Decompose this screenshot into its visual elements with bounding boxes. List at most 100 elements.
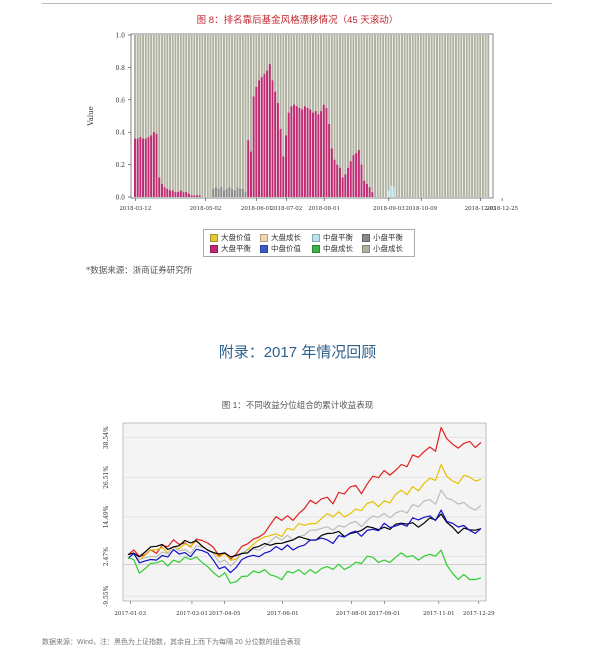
bar-2-base (139, 35, 142, 197)
bar-41-小盘平衡 (244, 192, 247, 197)
bar-33-base (223, 35, 225, 197)
bar-13-base (169, 35, 172, 197)
legend-item: 小盘成长 (362, 243, 403, 254)
legend-item: 大盘价值 (210, 232, 251, 243)
bar-20-大盘平衡 (187, 193, 190, 197)
bar-26-base (204, 35, 207, 197)
bar-24-base (198, 35, 201, 197)
legend-swatch (362, 245, 370, 253)
bar-114-base (441, 35, 444, 197)
bar-1-大盘平衡 (136, 138, 139, 197)
figure-8-title: 图 8：排名靠后基金风格漂移情况（45 天滚动） (196, 15, 399, 26)
bar-41-base (244, 35, 247, 197)
bar-54-base (279, 35, 282, 197)
x-tick-label: 2018-12-03 (465, 206, 497, 212)
bar-5-大盘平衡 (147, 137, 150, 197)
bar-95-中盘平衡 (390, 185, 393, 197)
bar-53-大盘平衡 (276, 103, 279, 197)
bar-94-中盘平衡 (387, 190, 390, 197)
bar-94-base (387, 35, 390, 197)
bar-16-base (177, 35, 180, 197)
bar-7-大盘平衡 (152, 132, 155, 197)
legend-swatch (312, 245, 320, 253)
bar-73-大盘平衡 (330, 148, 333, 197)
cumulative-return-chart: 38.54% 26.51% 14.49% 2.47% -9.55% 2017-01-03 2… (103, 422, 495, 617)
bar-6-大盘平衡 (150, 135, 153, 197)
bar-85-大盘平衡 (363, 180, 366, 197)
bar-117-base (449, 35, 452, 197)
bar-99-base (401, 35, 403, 197)
y-tick-label: 38.54% (103, 426, 110, 449)
legend-swatch (260, 234, 268, 242)
bar-89-base (374, 35, 376, 197)
bar-74-base (333, 35, 336, 197)
bar-116-base (446, 35, 449, 197)
bar-93-base (384, 35, 387, 197)
bar-3-大盘平衡 (142, 138, 145, 197)
bar-80-base (349, 35, 352, 197)
bar-18-大盘平衡 (182, 192, 185, 197)
bar-34-小盘平衡 (225, 188, 228, 197)
bar-68-大盘平衡 (317, 114, 320, 197)
bar-39-base (239, 35, 242, 197)
y-axis-label: Value (87, 106, 95, 126)
bar-84-大盘平衡 (360, 164, 363, 197)
bar-127-base (476, 35, 479, 197)
legend-label: 中盘平衡 (323, 233, 353, 242)
bar-101-base (406, 35, 409, 197)
bar-77-大盘平衡 (341, 177, 344, 197)
bar-11-大盘平衡 (163, 187, 166, 197)
bar-32-小盘平衡 (220, 187, 223, 197)
bar-122-base (463, 35, 465, 197)
bar-84-base (360, 35, 363, 197)
bar-21-大盘平衡 (190, 195, 193, 197)
bar-20-base (187, 35, 190, 197)
bar-1-base (136, 35, 139, 197)
y-tick-label: 0.2 (115, 162, 125, 169)
bar-7-base (152, 35, 155, 197)
bar-13-大盘平衡 (169, 190, 172, 197)
bar-74-大盘平衡 (333, 159, 336, 197)
bar-37-小盘平衡 (233, 190, 236, 197)
plot-area (122, 422, 487, 602)
bar-22-base (193, 35, 196, 197)
bar-78-base (344, 35, 347, 197)
x-tick-label: 2017-12-29 (463, 611, 495, 617)
bar-47-大盘平衡 (260, 77, 263, 197)
bar-109-base (427, 35, 430, 197)
bar-76-大盘平衡 (338, 167, 341, 197)
bar-88-base (371, 35, 374, 197)
bar-90-base (376, 35, 379, 197)
bar-126-base (473, 35, 476, 197)
bar-83-base (357, 35, 360, 197)
bar-2-大盘平衡 (139, 137, 142, 197)
bar-38-小盘平衡 (236, 187, 239, 197)
x-tick-label: 2017-06-01 (267, 611, 299, 617)
bar-112-base (436, 35, 439, 197)
bar-58-大盘平衡 (290, 106, 293, 197)
bar-29-base (212, 35, 215, 197)
bar-102-base (409, 35, 412, 197)
bar-35-小盘平衡 (228, 187, 231, 197)
bar-46-大盘平衡 (258, 80, 261, 197)
bar-131-base (487, 35, 490, 197)
bar-16-大盘平衡 (177, 192, 180, 197)
bar-9-base (158, 35, 161, 197)
bar-96-中盘平衡 (392, 187, 395, 197)
legend-label: 小盘成长 (373, 244, 403, 253)
bar-87-大盘平衡 (368, 187, 371, 197)
bar-28-base (209, 35, 212, 197)
bar-10-base (160, 35, 163, 197)
bar-49-大盘平衡 (266, 70, 269, 197)
bar-12-base (166, 35, 169, 197)
bar-69-大盘平衡 (320, 111, 323, 197)
bar-51-大盘平衡 (271, 80, 274, 197)
bar-36-小盘平衡 (231, 188, 234, 197)
bar-50-大盘平衡 (268, 64, 271, 197)
bar-24-大盘平衡 (198, 195, 201, 197)
x-tick-label: 2017-01-03 (114, 611, 146, 617)
x-tick-label: 2018-05-02 (190, 206, 222, 212)
bar-36-base (231, 35, 234, 197)
bar-22-大盘平衡 (193, 195, 196, 197)
x-tick-label: 2018-09-03 (373, 206, 405, 212)
